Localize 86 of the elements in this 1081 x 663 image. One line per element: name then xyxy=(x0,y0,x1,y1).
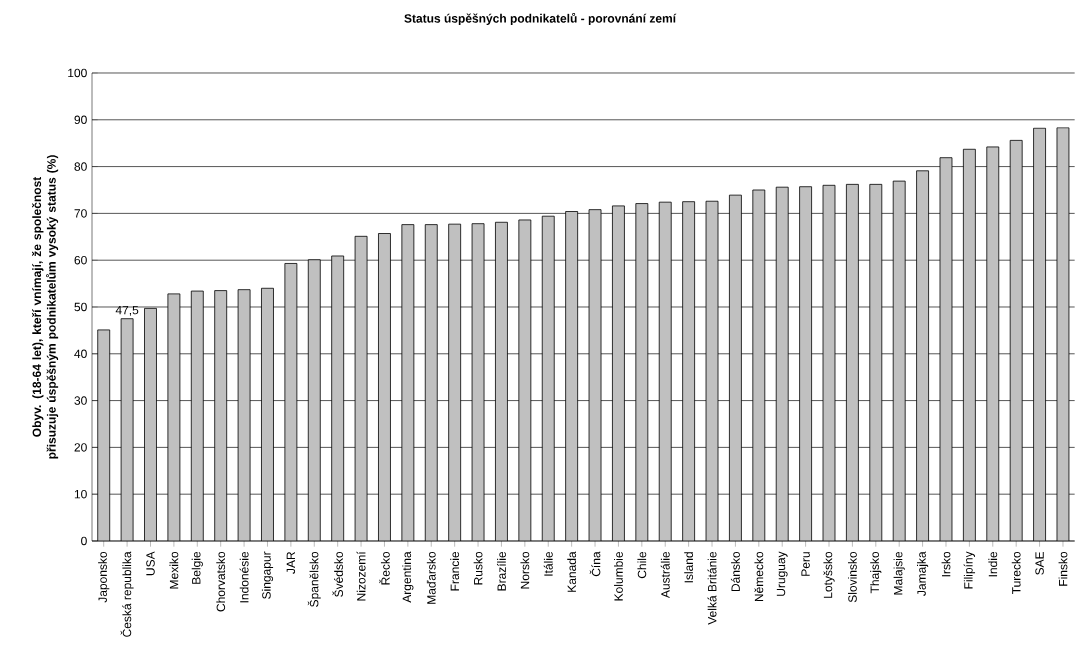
y-axis-title: Obyv. (18-64 let), kteří vnímají, že společnost přisuzuje úspěšným podnikatelům vysoký status (%) xyxy=(32,155,59,459)
x-tick-label: Peru xyxy=(801,552,810,576)
x-tick-label: Filipíny xyxy=(963,551,976,589)
x-tick-label: JAR xyxy=(286,551,296,574)
x-tick-label: Brazílie xyxy=(496,551,506,591)
bar xyxy=(378,233,391,541)
x-tick-label: Finsko xyxy=(1058,551,1068,586)
x-tick-label: Indie xyxy=(988,551,998,577)
y-tick-label: 10 xyxy=(74,489,87,499)
x-tick-label: Belgie xyxy=(191,551,203,584)
x-tick-label: Chorvatsko xyxy=(216,551,226,612)
x-tick-label: Kanada xyxy=(567,551,577,592)
bar xyxy=(307,259,321,541)
x-tick-label: Rusko xyxy=(473,551,483,585)
x-tick-label: Španělsko xyxy=(307,551,321,607)
x-tick-label: Jamajka xyxy=(917,551,929,596)
bar xyxy=(775,186,789,541)
bar xyxy=(846,183,859,541)
x-tick-label: Dánsko xyxy=(730,551,740,592)
y-tick-label: 60 xyxy=(74,255,87,265)
x-tick-label: Island xyxy=(684,552,694,583)
bar xyxy=(495,221,508,541)
x-tick-label: Nizozemí xyxy=(356,551,366,601)
x-tick-label: Maďarsko xyxy=(426,551,436,604)
bar xyxy=(1009,139,1023,541)
data-label: 47,5 xyxy=(115,305,139,316)
bar xyxy=(635,203,649,541)
x-tick-label: Austrálie xyxy=(660,551,670,599)
x-tick-label: Turecko xyxy=(1011,551,1021,595)
bar xyxy=(214,290,228,541)
x-tick-label: USA xyxy=(146,551,155,576)
bar xyxy=(962,148,976,541)
x-tick-label: Česká republika xyxy=(120,551,134,637)
bar xyxy=(892,180,906,541)
chart-title: Status úspěšných podnikatelů - porovnání zemí xyxy=(404,12,677,26)
bar xyxy=(799,186,813,541)
bar xyxy=(752,189,766,541)
x-tick-label: Irsko xyxy=(941,551,951,577)
x-tick-label: SAE xyxy=(1035,551,1044,575)
x-tick-label: Japonsko xyxy=(98,551,110,603)
x-tick-label: Itálie xyxy=(543,551,553,576)
x-tick-label: Řecko xyxy=(379,551,390,585)
bar xyxy=(448,223,462,541)
x-tick-label: Malajsie xyxy=(893,551,905,595)
x-tick-label: Švédsko xyxy=(332,551,343,597)
bar xyxy=(144,307,157,541)
x-tick-label: Thajsko xyxy=(870,551,882,594)
y-tick-label: 80 xyxy=(74,162,87,171)
x-tick-label: Argentina xyxy=(402,551,414,603)
x-tick-label: Kolumbie xyxy=(614,551,623,601)
y-tick-label: 70 xyxy=(74,209,87,218)
y-tick-label: 0 xyxy=(81,536,87,546)
y-tick-label: 100 xyxy=(68,68,87,78)
bar xyxy=(1033,127,1046,541)
y-tick-label: 20 xyxy=(74,443,87,452)
x-tick-label: Uruguay xyxy=(776,551,788,596)
bar xyxy=(916,170,929,541)
bar xyxy=(729,194,742,541)
y-tick-label: 90 xyxy=(74,115,87,125)
bar xyxy=(658,201,672,541)
y-tick-label: 50 xyxy=(74,302,87,312)
x-tick-label: Francie xyxy=(450,551,460,591)
x-tick-label: Čína xyxy=(589,551,601,577)
x-tick-label: Chile xyxy=(637,551,647,579)
x-tick-label: Velká Británie xyxy=(707,551,717,625)
bar xyxy=(986,146,1000,541)
bar xyxy=(261,287,274,541)
bar xyxy=(424,224,438,541)
y-tick-label: 30 xyxy=(74,396,87,405)
x-tick-label: Lotyšsko xyxy=(823,551,835,598)
bar xyxy=(541,215,555,541)
bar xyxy=(97,329,111,541)
x-tick-label: Slovinsko xyxy=(847,551,857,603)
bar xyxy=(190,290,204,541)
x-tick-label: Indonésie xyxy=(239,551,249,603)
bar xyxy=(331,255,345,541)
bar xyxy=(869,183,883,541)
x-tick-label: Německo xyxy=(754,551,764,602)
x-tick-label: Mexiko xyxy=(169,551,179,589)
x-tick-label: Norsko xyxy=(520,551,530,589)
bar xyxy=(682,201,696,541)
bar xyxy=(518,219,532,541)
bar xyxy=(565,211,579,541)
x-tick-label: Singapur xyxy=(261,551,274,599)
bar xyxy=(612,205,625,541)
y-tick-label: 40 xyxy=(74,349,87,359)
